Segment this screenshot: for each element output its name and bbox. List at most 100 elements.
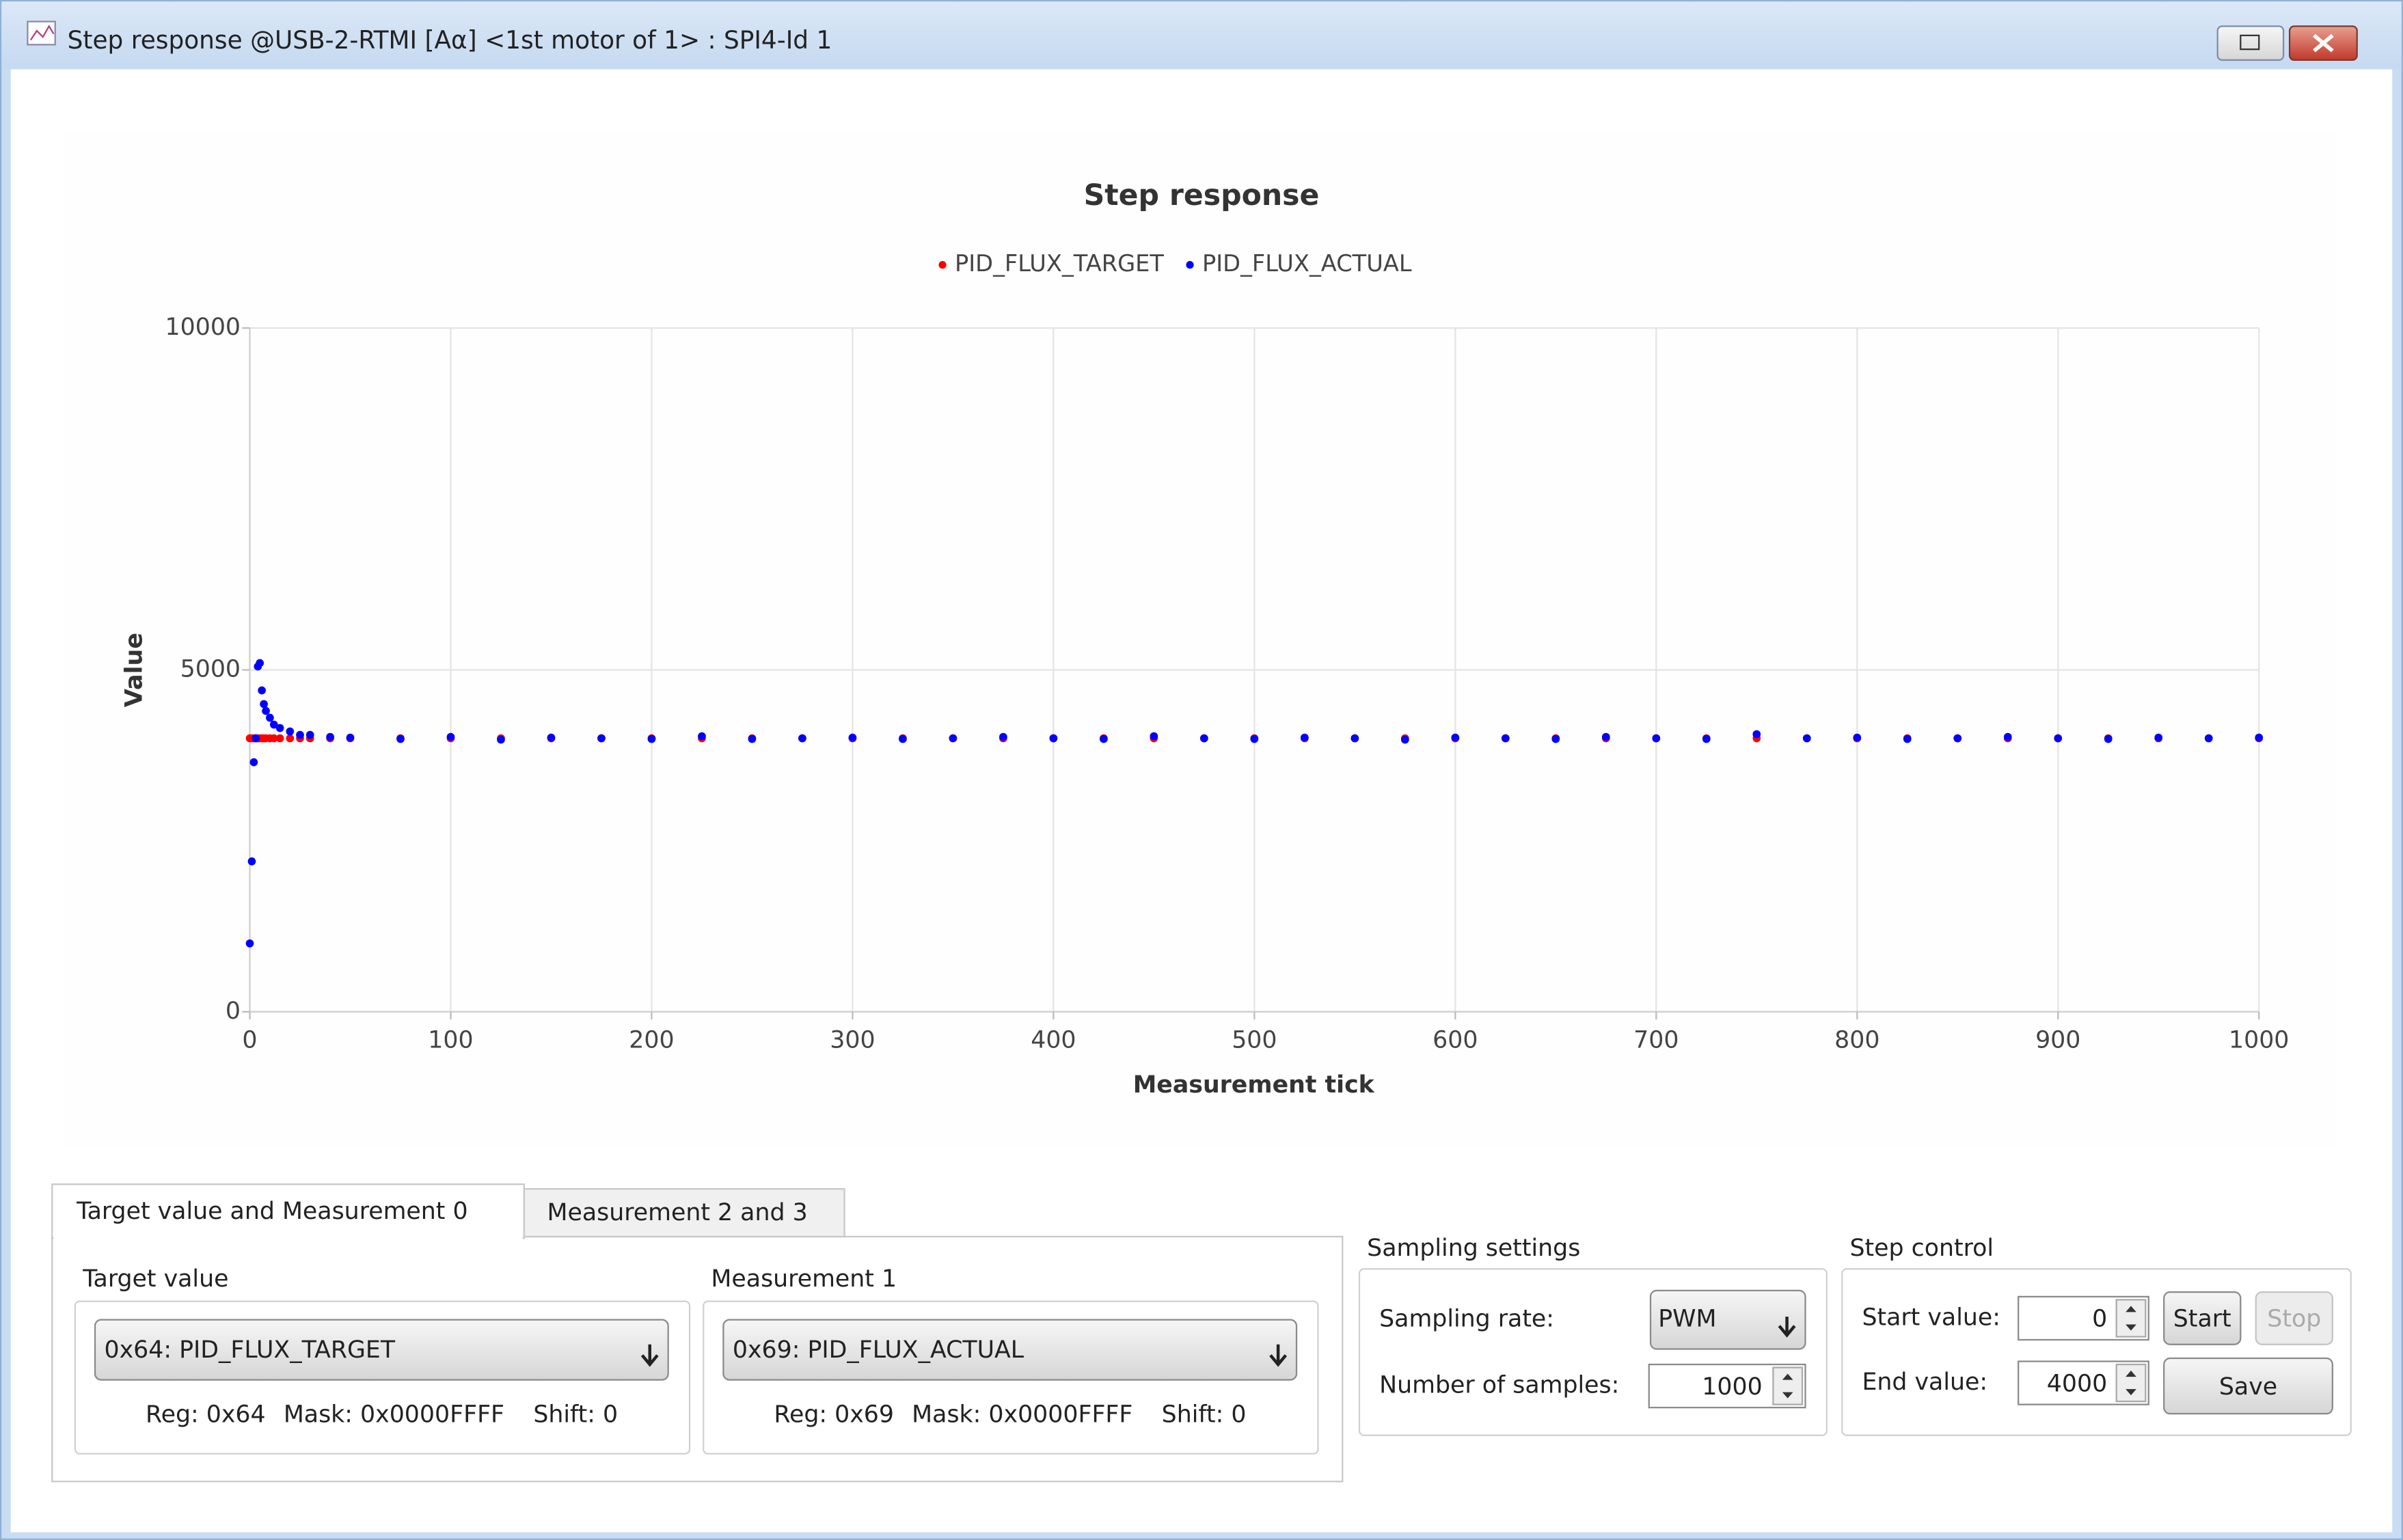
y-axis-label: Value xyxy=(120,633,148,707)
stop-button[interactable] xyxy=(2255,1291,2333,1345)
data-point xyxy=(269,720,278,729)
x-axis-label: Measurement tick xyxy=(1133,1071,1375,1099)
tab-label: Measurement 2 and 3 xyxy=(547,1199,808,1226)
chart: Step response PID_FLUX_TARGET PID_FLUX_ACT… xyxy=(120,178,2289,1099)
spin-buttons[interactable] xyxy=(1772,1366,1804,1405)
spin-value: 1000 xyxy=(1702,1373,1762,1401)
data-point xyxy=(275,724,284,732)
data-point xyxy=(2054,734,2063,743)
reg-info: Reg: 0x64 xyxy=(146,1401,266,1428)
group-label: Target value xyxy=(82,1265,228,1293)
data-point xyxy=(252,734,260,743)
data-point xyxy=(247,857,256,866)
data-point xyxy=(1451,733,1460,742)
tab[interactable] xyxy=(51,1183,526,1239)
data-point xyxy=(1702,734,1711,743)
data-point xyxy=(698,732,706,741)
data-point xyxy=(286,734,295,743)
dropdown-arrow xyxy=(640,1344,659,1367)
x-tick-label: 800 xyxy=(1834,1027,1879,1054)
data-point xyxy=(848,733,857,742)
x-tick-label: 500 xyxy=(1232,1027,1277,1054)
data-point xyxy=(306,730,314,739)
window-title: Step response @USB-2-RTMI [Aα] <1st moto… xyxy=(68,27,832,55)
data-point xyxy=(446,732,455,741)
data-point xyxy=(1301,733,1309,742)
data-point xyxy=(2255,733,2264,742)
data-point xyxy=(326,732,334,741)
field-label: Start value: xyxy=(1862,1304,2000,1331)
data-point xyxy=(999,732,1007,741)
data-point xyxy=(1250,734,1259,743)
data-point xyxy=(1551,734,1560,743)
data-point xyxy=(296,730,304,739)
restore-button[interactable] xyxy=(2216,25,2285,61)
data-point xyxy=(269,734,278,743)
legend-marker xyxy=(1186,261,1194,269)
group-label: Measurement 1 xyxy=(711,1265,897,1293)
start-button[interactable] xyxy=(2163,1291,2242,1345)
dropdown-arrow xyxy=(1778,1317,1796,1338)
data-point xyxy=(1100,734,1108,743)
data-point xyxy=(547,733,556,742)
chart-area xyxy=(64,130,2336,1148)
spin-value: 4000 xyxy=(2047,1370,2107,1397)
x-tick-label: 0 xyxy=(242,1027,257,1054)
shift-info: Shift: 0 xyxy=(1162,1401,1247,1428)
spin-buttons[interactable] xyxy=(2115,1363,2147,1403)
spin-arrows xyxy=(2126,1371,2136,1396)
data-point xyxy=(1652,734,1661,743)
data-point xyxy=(346,733,355,742)
save-button[interactable] xyxy=(2163,1357,2333,1415)
data-point xyxy=(748,734,757,743)
dropdown-value: PWM xyxy=(1658,1306,1716,1333)
data-point xyxy=(249,758,258,767)
field-label: End value: xyxy=(1862,1369,1987,1396)
chart-title: Step response xyxy=(1084,178,1320,212)
mask-info: Mask: 0x0000FFFF xyxy=(284,1401,504,1428)
data-point xyxy=(1049,734,1058,743)
x-tick-label: 700 xyxy=(1633,1027,1679,1054)
data-point xyxy=(647,734,656,743)
button-label: Save xyxy=(2219,1373,2277,1401)
legend-label: PID_FLUX_TARGET xyxy=(955,250,1164,277)
data-point xyxy=(1350,734,1359,743)
legend-label: PID_FLUX_ACTUAL xyxy=(1202,250,1412,277)
dropdown-arrow xyxy=(1269,1344,1288,1367)
data-point xyxy=(1501,734,1510,743)
data-point xyxy=(256,659,264,668)
data-point xyxy=(286,727,295,736)
dropdown[interactable] xyxy=(1649,1289,1806,1350)
field-label: Number of samples: xyxy=(1379,1372,1619,1399)
spin-arrows xyxy=(2126,1306,2136,1331)
data-point xyxy=(1401,735,1409,744)
x-tick-label: 200 xyxy=(629,1027,674,1054)
dropdown-value: 0x69: PID_FLUX_ACTUAL xyxy=(733,1336,1024,1364)
y-tick-label: 0 xyxy=(226,998,241,1025)
dropdown[interactable] xyxy=(722,1319,1298,1381)
spin-buttons[interactable] xyxy=(2115,1299,2147,1338)
y-tick-label: 5000 xyxy=(180,655,241,683)
data-point xyxy=(1601,732,1610,741)
data-point xyxy=(396,734,405,743)
legend-marker xyxy=(938,261,947,269)
dropdown-value: 0x64: PID_FLUX_TARGET xyxy=(104,1336,395,1364)
data-point xyxy=(258,686,266,695)
data-point xyxy=(597,734,606,743)
data-point xyxy=(2003,732,2012,741)
tab[interactable] xyxy=(523,1187,845,1238)
app-icon-graph xyxy=(29,25,55,41)
data-point xyxy=(245,939,254,948)
spin-value: 0 xyxy=(2092,1306,2107,1333)
reg-info: Reg: 0x69 xyxy=(774,1401,894,1428)
app-icon xyxy=(27,20,56,46)
data-point xyxy=(1853,733,1862,742)
data-point xyxy=(949,734,958,743)
mask-info: Mask: 0x0000FFFF xyxy=(912,1401,1132,1428)
data-point xyxy=(262,706,270,715)
x-tick-label: 600 xyxy=(1433,1027,1478,1054)
dropdown[interactable] xyxy=(94,1319,669,1381)
tab-join xyxy=(53,1235,523,1240)
